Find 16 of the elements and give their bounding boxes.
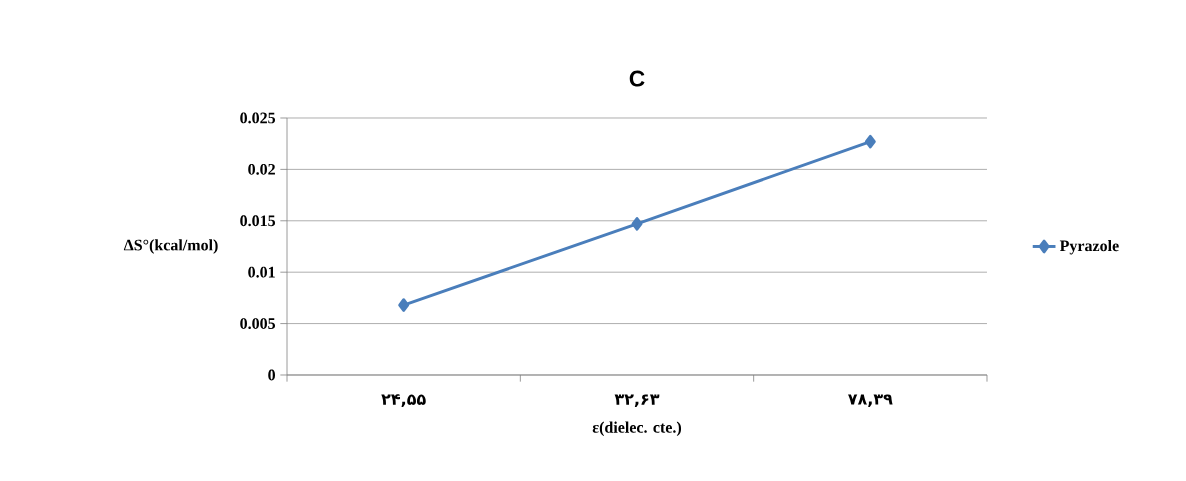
legend-label: Pyrazole: [1059, 239, 1119, 255]
x-tick-label: ۳۲,۶۳: [614, 394, 660, 407]
point: [631, 217, 643, 231]
x-tick-label: ۷۸,۳۹: [847, 394, 893, 407]
y-tick-label: 0.02: [248, 163, 275, 175]
y-tick-label: 0.01: [248, 266, 275, 278]
point: [864, 134, 876, 149]
y-tick-label: 0.015: [240, 215, 276, 227]
y-axis-title: ΔS°(kcal/mol): [123, 239, 218, 254]
chart-title: C: [629, 70, 645, 87]
y-tick-label: 0: [268, 369, 276, 381]
point: [398, 298, 410, 312]
x-tick-label: ۲۴,۵۵: [381, 394, 426, 408]
x-axis-title: ε(dielec. cte.): [592, 421, 682, 437]
y-tick-label: 0.005: [240, 318, 276, 330]
y-tick-label: 0.025: [240, 112, 276, 124]
